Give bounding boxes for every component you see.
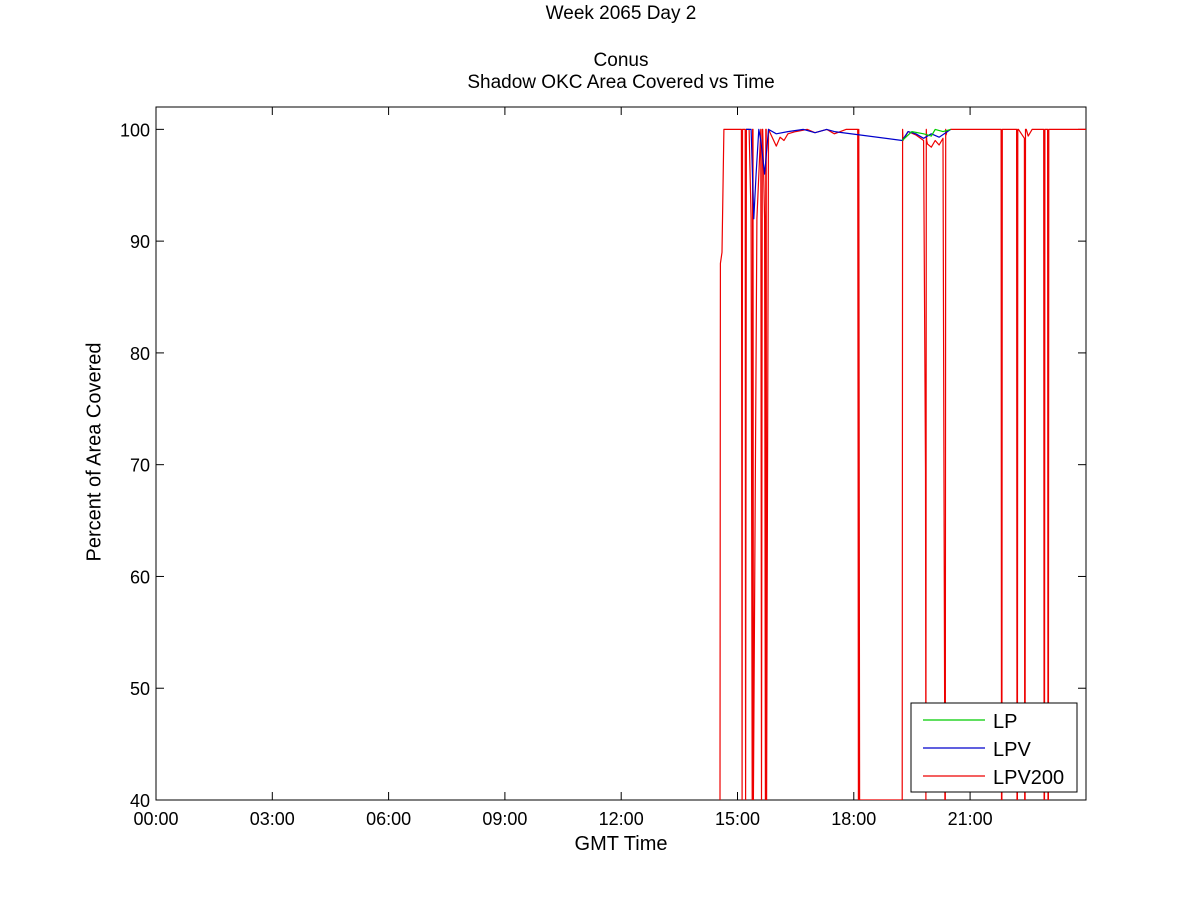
chart-title-line-1: Week 2065 Day 2 — [545, 3, 697, 24]
y-tick-label: 90 — [130, 232, 150, 252]
x-tick-label: 06:00 — [366, 809, 411, 829]
x-tick-label: 00:00 — [133, 809, 178, 829]
legend: LP LPV LPV200 — [910, 702, 1078, 793]
y-tick-label: 100 — [120, 120, 150, 140]
chart-title-line-3: Shadow OKC Area Covered vs Time — [467, 72, 775, 93]
series-line-lpv — [746, 128, 952, 220]
series-layer — [719, 128, 1086, 800]
series-line-lp — [901, 128, 951, 141]
legend-label: LP — [993, 711, 1017, 733]
x-tick-label: 18:00 — [831, 809, 876, 829]
x-tick-label: 12:00 — [599, 809, 644, 829]
x-tick-label: 21:00 — [948, 809, 993, 829]
y-tick-label: 40 — [130, 791, 150, 811]
x-axis-label: GMT Time — [574, 833, 668, 855]
chart-title-line-2: Conus — [593, 50, 649, 71]
ticks-layer: 00:00 03:00 06:00 09:00 12:00 15:00 18:00 21:00… — [120, 107, 1086, 829]
legend-label: LPV200 — [993, 767, 1064, 789]
x-tick-label: 09:00 — [482, 809, 527, 829]
y-tick-label: 50 — [130, 679, 150, 699]
plot-area — [155, 106, 1087, 801]
y-tick-label: 70 — [130, 456, 150, 476]
y-tick-label: 60 — [130, 567, 150, 587]
y-axis-label: Percent of Area Covered — [83, 342, 106, 562]
y-tick-label: 80 — [130, 344, 150, 364]
x-tick-label: 03:00 — [250, 809, 295, 829]
x-tick-label: 15:00 — [715, 809, 760, 829]
legend-label: LPV — [993, 739, 1031, 761]
